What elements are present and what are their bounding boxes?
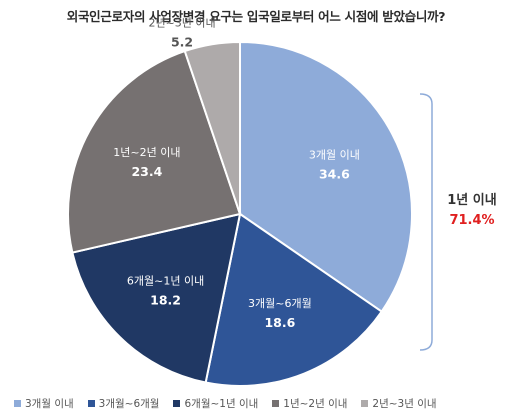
chart-title: 외국인근로자의 사업장변경 요구는 입국일로부터 어느 시점에 받았습니까? (66, 9, 446, 24)
legend-item-1: 3개월 이내 (14, 396, 74, 411)
annotation: 1년 이내 71.4% (419, 93, 497, 351)
slice-label-value-1: 34.6 (319, 166, 350, 181)
legend-item-4: 1년~2년 이내 (272, 396, 347, 411)
legend-swatch-5 (361, 400, 369, 407)
slice-labels: 3개월 이내 34.6 3개월~6개월 18.6 6개월~1년 이내 18.2 1년~2년 … (113, 16, 360, 329)
legend-label-5: 2년~3년 이내 (372, 398, 437, 410)
legend-item-2: 3개월~6개월 (87, 396, 160, 411)
slice-label-name-1: 3개월 이내 (309, 148, 360, 161)
legend-item-3: 6개월~1년 이내 (173, 396, 258, 411)
legend-label-2: 3개월~6개월 (98, 398, 160, 410)
slice-label-name-5: 2년~3년 이내 (148, 16, 215, 29)
slice-label-value-5: 5.2 (171, 34, 193, 49)
slice-label-value-2: 18.6 (264, 315, 295, 330)
slice-label-value-3: 18.2 (150, 292, 181, 307)
legend-label-4: 1년~2년 이내 (283, 398, 348, 410)
annotation-value: 71.4% (449, 213, 494, 228)
pie-slice-2 (204, 212, 384, 387)
pie-slice-4 (67, 49, 242, 254)
legend-swatch-4 (272, 400, 280, 407)
pie-slices (67, 40, 413, 387)
legend-label-3: 6개월~1년 이내 (184, 398, 259, 410)
annotation-label: 1년 이내 (447, 192, 496, 208)
legend-swatch-3 (173, 400, 181, 407)
annotation-bracket (419, 93, 433, 351)
pie-slice-3 (71, 212, 242, 384)
pie-slice-5 (183, 40, 241, 215)
pie-chart: 3개월 이내 34.6 3개월~6개월 18.6 6개월~1년 이내 18.2 1년~2년 … (67, 16, 497, 387)
slice-label-name-2: 3개월~6개월 (248, 297, 312, 310)
legend: 3개월 이내 3개월~6개월 6개월~1년 이내 1년~2년 이내 2년~3년 이내 (14, 396, 504, 411)
slice-label-name-4: 1년~2년 이내 (113, 146, 180, 159)
legend-item-5: 2년~3년 이내 (361, 396, 437, 411)
pie-slice-1 (239, 40, 413, 313)
legend-swatch-1 (14, 400, 21, 407)
slice-label-value-4: 23.4 (131, 164, 162, 179)
legend-swatch-2 (87, 400, 95, 407)
legend-label-1: 3개월 이내 (25, 398, 74, 410)
slice-label-name-3: 6개월~1년 이내 (127, 274, 204, 287)
